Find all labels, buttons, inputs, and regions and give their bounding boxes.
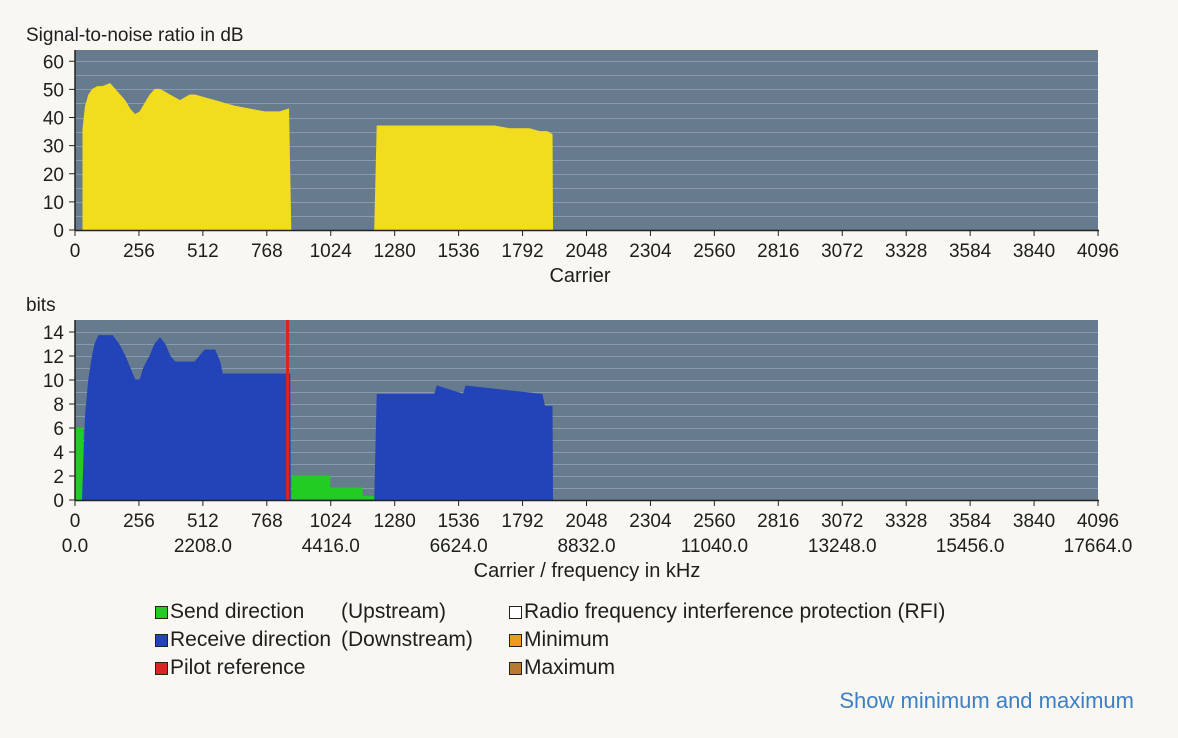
x-tick-label: 2304	[629, 241, 672, 262]
x-tick-label: 512	[187, 511, 219, 532]
x-tick-label: 3584	[949, 241, 992, 262]
legend: Send direction (Upstream) Radio frequenc…	[155, 598, 945, 682]
x-tick-label: 3584	[949, 511, 992, 532]
y-tick-label: 30	[43, 137, 64, 158]
legend-rfi: Radio frequency interference protection …	[509, 600, 945, 624]
y-tick-label: 8	[53, 395, 64, 416]
x-tick-label: 1280	[374, 511, 416, 532]
legend-row-3: Pilot reference Maximum	[155, 654, 945, 682]
y-tick-label: 10	[43, 193, 64, 214]
x-tick-label: 512	[187, 241, 219, 262]
show-min-max-link[interactable]: Show minimum and maximum	[839, 688, 1134, 713]
snr-area-2	[374, 125, 554, 231]
legend-send-label: Send direction	[170, 600, 305, 623]
x-tick-label-frequency: 4416.0	[302, 536, 360, 557]
legend-send-qualifier: (Upstream)	[341, 600, 447, 623]
receive-direction-area	[81, 335, 554, 501]
x-tick-label: 2816	[757, 241, 799, 262]
x-tick-label: 2048	[565, 511, 607, 532]
x-tick-label-frequency: 2208.0	[174, 536, 232, 557]
x-tick-label: 1792	[501, 511, 543, 532]
x-tick-label: 1536	[437, 511, 479, 532]
x-tick-label: 2560	[693, 511, 735, 532]
y-tick-label: 12	[43, 347, 64, 368]
legend-row-2: Receive direction (Downstream) Minimum	[155, 626, 945, 654]
maximum-swatch	[509, 661, 522, 675]
x-tick-label: 3328	[885, 241, 927, 262]
minimum-swatch	[509, 633, 522, 647]
x-tick-label: 1792	[501, 241, 543, 262]
x-tick-label: 2816	[757, 511, 799, 532]
x-tick-label-frequency: 6624.0	[430, 536, 488, 557]
y-tick-label: 20	[43, 165, 64, 186]
x-tick-label: 3840	[1013, 241, 1055, 262]
x-tick-label: 1536	[437, 241, 479, 262]
y-tick-label: 10	[43, 371, 64, 392]
legend-pilot: Pilot reference	[155, 656, 341, 680]
legend-receive: Receive direction	[155, 628, 341, 652]
x-tick-label: 4096	[1077, 511, 1119, 532]
legend-rfi-label: Radio frequency interference protection …	[524, 600, 946, 623]
receive-direction-swatch	[155, 633, 168, 647]
send-direction-swatch	[155, 605, 168, 619]
x-tick-label: 2560	[693, 241, 735, 262]
y-tick-label: 6	[53, 419, 64, 440]
legend-receive-label: Receive direction	[170, 628, 332, 651]
x-tick-label-frequency: 13248.0	[808, 536, 877, 557]
x-tick-label: 4096	[1077, 241, 1119, 262]
legend-send-qualifier-wrap: (Upstream)	[341, 600, 509, 624]
legend-receive-qualifier: (Downstream)	[341, 628, 473, 651]
x-axis-label: Carrier / frequency in kHz	[474, 560, 701, 582]
x-tick-label: 1024	[310, 511, 353, 532]
legend-maximum-label: Maximum	[524, 656, 616, 679]
rfi-swatch	[509, 605, 522, 619]
legend-pilot-label: Pilot reference	[170, 656, 306, 679]
legend-minimum-label: Minimum	[524, 628, 610, 651]
x-axis-label: Carrier	[549, 265, 610, 287]
x-tick-label: 3840	[1013, 511, 1055, 532]
x-tick-label-frequency: 15456.0	[936, 536, 1005, 557]
x-tick-label: 2304	[629, 511, 672, 532]
y-axis-label: bits	[26, 295, 56, 316]
x-tick-label: 0	[70, 241, 81, 262]
legend-minimum: Minimum	[509, 628, 609, 652]
legend-maximum: Maximum	[509, 656, 615, 680]
snr-area-1	[82, 83, 292, 231]
x-tick-label: 256	[123, 241, 155, 262]
legend-send: Send direction	[155, 600, 341, 624]
legend-row-1: Send direction (Upstream) Radio frequenc…	[155, 598, 945, 626]
x-tick-label: 3072	[821, 241, 863, 262]
x-tick-label-frequency: 11040.0	[681, 536, 748, 557]
x-tick-label-frequency: 0.0	[62, 536, 88, 557]
x-tick-label: 768	[251, 511, 283, 532]
y-tick-label: 14	[43, 323, 65, 344]
x-tick-label: 3328	[885, 511, 927, 532]
x-tick-label: 1024	[310, 241, 353, 262]
x-tick-label: 0	[70, 511, 81, 532]
y-tick-label: 40	[43, 109, 64, 130]
y-axis-label: Signal-to-noise ratio in dB	[26, 25, 244, 46]
x-tick-label: 1280	[374, 241, 416, 262]
y-tick-label: 2	[53, 467, 64, 488]
y-tick-label: 0	[53, 491, 64, 512]
x-tick-label-frequency: 8832.0	[557, 536, 615, 557]
y-tick-label: 50	[43, 80, 64, 101]
pilot-reference-swatch	[155, 661, 168, 675]
x-tick-label: 768	[251, 241, 283, 262]
x-tick-label: 2048	[565, 241, 607, 262]
y-tick-label: 4	[53, 443, 64, 464]
x-tick-label: 3072	[821, 511, 863, 532]
x-tick-label-frequency: 17664.0	[1064, 536, 1133, 557]
legend-receive-qualifier-wrap: (Downstream)	[341, 628, 509, 652]
x-tick-label: 256	[123, 511, 155, 532]
y-tick-label: 0	[53, 221, 64, 242]
y-tick-label: 60	[43, 52, 64, 73]
